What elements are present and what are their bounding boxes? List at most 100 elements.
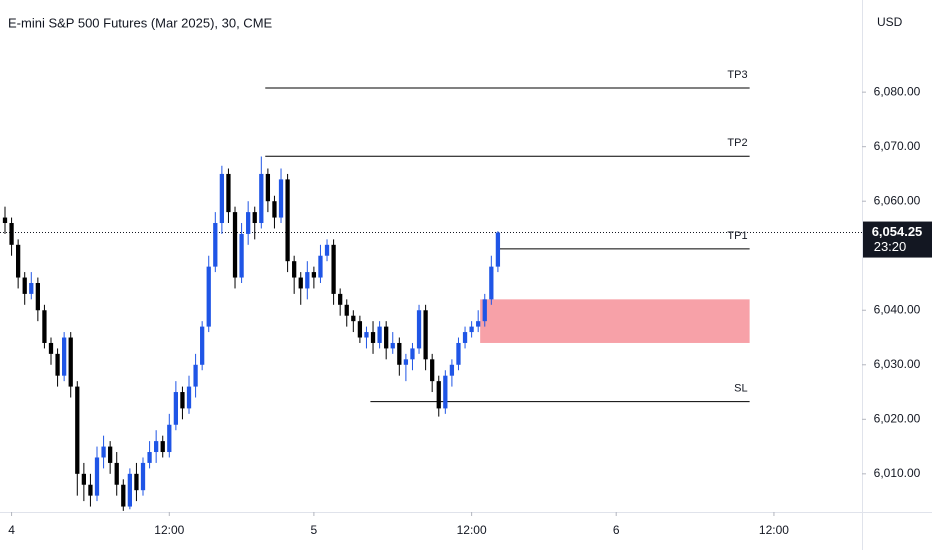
candle-body <box>121 484 126 507</box>
candle-body <box>351 315 356 322</box>
candle-body <box>298 277 303 289</box>
candle-body <box>180 392 185 409</box>
level-label: SL <box>734 382 747 394</box>
candle-body <box>252 212 257 224</box>
candle-body <box>108 446 113 463</box>
candle-body <box>101 446 106 458</box>
entry-zone <box>480 299 750 343</box>
candle-body <box>219 173 225 224</box>
candle-body <box>62 337 67 376</box>
candle-body <box>318 255 323 278</box>
last-price-label: 6,054.25 <box>872 224 923 239</box>
candle-body <box>213 223 218 267</box>
y-tick-label: 6,020.00 <box>874 411 921 425</box>
candle-body <box>68 337 73 387</box>
candle-body <box>331 244 336 294</box>
candle-body <box>456 342 461 365</box>
candle-body <box>75 386 80 474</box>
candle-body <box>423 310 428 360</box>
candle-body <box>357 321 363 338</box>
candle-body <box>147 452 152 463</box>
candle-body <box>16 244 21 278</box>
candle-body <box>410 348 415 360</box>
y-tick-label: 6,070.00 <box>874 139 921 153</box>
candle-body <box>206 266 211 327</box>
candle-body <box>370 332 376 343</box>
y-tick-label: 6,080.00 <box>874 84 921 98</box>
candle-body <box>436 381 441 409</box>
candle-body <box>22 277 27 294</box>
candle-body <box>35 282 40 311</box>
candle-body <box>305 272 310 289</box>
y-tick-label: 6,010.00 <box>874 466 921 480</box>
candle-body <box>377 326 382 343</box>
candle-body <box>239 233 244 278</box>
candle-body <box>9 223 14 245</box>
candle-body <box>88 484 93 496</box>
candle-body <box>278 179 284 218</box>
candle-body <box>403 359 409 365</box>
candle-body <box>42 310 47 343</box>
candle-body <box>285 179 290 262</box>
candle-body <box>397 342 402 365</box>
candle-body <box>265 173 271 202</box>
candle-body <box>311 272 317 278</box>
candle-body <box>364 332 369 338</box>
candle-body <box>48 342 54 354</box>
candle-body <box>127 473 133 507</box>
candle-body <box>134 473 139 491</box>
candle-body <box>443 375 448 409</box>
candle-body <box>384 326 389 349</box>
y-tick-label: 6,040.00 <box>874 302 921 316</box>
x-tick-label: 12:00 <box>154 523 184 537</box>
y-tick-label: 6,060.00 <box>874 193 921 207</box>
candle-body <box>186 386 192 409</box>
candle-body <box>449 364 455 376</box>
x-tick-label: 4 <box>8 523 15 537</box>
candle-body <box>390 342 395 349</box>
x-tick-label: 12:00 <box>759 523 789 537</box>
candle-body <box>154 441 159 453</box>
y-tick-label: 6,030.00 <box>874 357 921 371</box>
candle-body <box>324 244 330 256</box>
level-label: TP3 <box>727 69 747 81</box>
candle-body <box>482 299 487 322</box>
candle-body <box>200 326 205 365</box>
candle-body <box>416 310 422 349</box>
candle-body <box>489 266 494 300</box>
candle-body <box>476 321 481 327</box>
level-label: TP2 <box>727 137 747 149</box>
candle-body <box>140 462 146 491</box>
candle-body <box>226 173 231 213</box>
candle-body <box>232 212 238 278</box>
last-price-box <box>863 221 932 258</box>
candle-body <box>338 293 343 305</box>
candle-body <box>160 441 165 453</box>
candle-body <box>94 457 100 496</box>
chart-title: E-mini S&P 500 Futures (Mar 2025), 30, C… <box>8 15 273 30</box>
countdown-label: 23:20 <box>874 239 907 254</box>
currency-label: USD <box>877 15 903 29</box>
candle-body <box>29 282 34 294</box>
x-tick-label: 6 <box>613 523 620 537</box>
candle-body <box>193 364 198 387</box>
candle-body <box>430 359 435 382</box>
candle-body <box>114 462 119 485</box>
candle-body <box>55 353 60 376</box>
candle-body <box>272 201 277 218</box>
candle-body <box>292 261 297 278</box>
x-tick-label: 5 <box>311 523 318 537</box>
candle-body <box>2 217 8 224</box>
candle-body <box>462 332 468 343</box>
candle-body <box>167 424 172 453</box>
candle-body <box>344 304 349 316</box>
candle-body <box>469 326 474 333</box>
candle-body <box>495 232 501 267</box>
candle-body <box>246 212 251 234</box>
candle-body <box>173 392 179 425</box>
level-label: TP1 <box>727 230 747 242</box>
candle-body <box>81 473 86 485</box>
candle-body <box>259 173 264 224</box>
